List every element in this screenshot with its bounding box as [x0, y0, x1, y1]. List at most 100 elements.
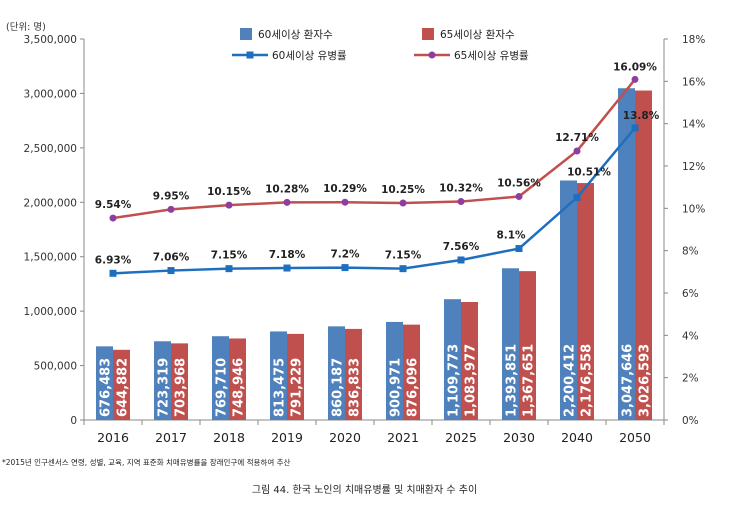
- bar-60plus: [212, 336, 229, 420]
- marker-60plus-rate: [515, 245, 523, 253]
- legend-marker: [246, 51, 254, 59]
- rate-65plus-label: 16.09%: [613, 61, 657, 73]
- rate-60plus-label: 7.2%: [330, 249, 360, 261]
- bar-60plus: [386, 321, 403, 420]
- bar-60plus-label: 900,971: [389, 358, 404, 417]
- rate-60plus-label: 6.93%: [95, 254, 132, 266]
- right-axis-tick-label: 4%: [682, 330, 699, 342]
- bar-65plus-label: 2,176,558: [580, 344, 595, 417]
- marker-60plus-rate: [457, 256, 465, 264]
- dementia-chart: 0 500,000 1,000,000 1,500,000 2,000,000 2,500…: [6, 21, 705, 445]
- rate-60plus-label: 7.56%: [443, 241, 480, 253]
- left-axis-tick-label: 1,500,000: [24, 252, 77, 264]
- bar-60plus-label: 769,710: [215, 358, 230, 417]
- bar-65plus: [519, 271, 536, 420]
- rate-60plus-label: 7.06%: [153, 252, 190, 264]
- marker-65plus-rate: [225, 201, 233, 209]
- x-axis-tick-label: 2030: [503, 430, 535, 445]
- rate-65plus-label: 10.15%: [207, 186, 251, 198]
- bar-65plus-label: 3,026,593: [638, 344, 653, 417]
- x-axis-tick-label: 2018: [213, 430, 245, 445]
- rate-60plus-label: 7.15%: [211, 250, 248, 262]
- bar-60plus: [560, 180, 577, 420]
- legend-label: 60세이상 환자수: [258, 29, 333, 41]
- rate-65plus-label: 10.32%: [439, 183, 483, 195]
- marker-60plus-rate: [283, 264, 291, 272]
- bar-65plus: [577, 183, 594, 420]
- bar-60plus-label: 1,393,851: [505, 344, 520, 417]
- bar-60plus-label: 3,047,646: [621, 344, 636, 417]
- bar-65plus: [635, 90, 652, 420]
- rate-60plus-label: 8.1%: [496, 230, 526, 242]
- rate-60plus-label: 13.8%: [623, 110, 660, 122]
- left-axis-tick-label: 3,500,000: [24, 34, 77, 46]
- left-axis-tick-label: 0: [70, 415, 77, 427]
- marker-60plus-rate: [225, 265, 233, 273]
- x-axis-tick-label: 2019: [271, 430, 303, 445]
- bar-65plus: [229, 338, 246, 420]
- marker-65plus-rate: [399, 199, 407, 207]
- x-axis-tick-label: 2025: [445, 430, 477, 445]
- rate-65plus-label: 12.71%: [555, 132, 599, 144]
- bar-60plus: [154, 341, 171, 420]
- right-axis-tick-label: 2%: [682, 373, 699, 385]
- bar-60plus-label: 1,109,773: [447, 344, 462, 417]
- marker-60plus-rate: [109, 269, 117, 277]
- bar-60plus-label: 723,319: [157, 358, 172, 417]
- bar-65plus: [171, 343, 188, 420]
- bar-60plus: [444, 299, 461, 420]
- rate-65plus-label: 9.54%: [95, 199, 132, 211]
- marker-60plus-rate: [341, 264, 349, 272]
- legend-label: 65세이상 유병률: [454, 50, 529, 62]
- bar-60plus-label: 2,200,412: [563, 344, 578, 417]
- marker-65plus-rate: [283, 198, 291, 206]
- marker-65plus-rate: [167, 205, 175, 213]
- bar-65plus-label: 644,882: [116, 358, 131, 417]
- marker-65plus-rate: [341, 198, 349, 206]
- legend-marker: [428, 51, 436, 59]
- line-60plus-rate: [112, 127, 636, 275]
- bar-60plus: [270, 331, 287, 420]
- right-axis-tick-label: 8%: [682, 246, 699, 258]
- marker-65plus-rate: [573, 147, 581, 155]
- bar-60plus: [96, 346, 113, 420]
- rate-60plus-label: 7.15%: [385, 250, 422, 262]
- bar-60plus-label: 860,187: [331, 358, 346, 417]
- left-axis-tick-label: 1,000,000: [24, 306, 77, 318]
- right-axis-tick-label: 6%: [682, 288, 699, 300]
- rate-65plus-label: 10.29%: [323, 183, 367, 195]
- bar-65plus: [403, 324, 420, 420]
- bar-60plus-label: 676,483: [99, 358, 114, 417]
- marker-65plus-rate: [457, 198, 465, 206]
- legend-label: 65세이상 환자수: [440, 29, 515, 41]
- bar-60plus-label: 813,475: [273, 358, 288, 417]
- legend-swatch: [422, 28, 434, 40]
- left-axis-tick-label: 3,000,000: [24, 88, 77, 100]
- bar-65plus-label: 748,946: [232, 358, 247, 417]
- right-axis-tick-label: 10%: [682, 203, 705, 215]
- bar-65plus-label: 876,096: [406, 358, 421, 417]
- bar-65plus-label: 1,083,977: [464, 344, 479, 417]
- marker-65plus-rate: [109, 214, 117, 222]
- legend-swatch: [240, 28, 252, 40]
- marker-65plus-rate: [515, 192, 523, 200]
- legend-label: 60세이상 유병률: [272, 50, 347, 62]
- marker-60plus-rate: [631, 124, 639, 132]
- x-axis-tick-label: 2020: [329, 430, 361, 445]
- x-axis-tick-label: 2017: [155, 430, 187, 445]
- bar-65plus-label: 836,833: [348, 358, 363, 417]
- bar-60plus: [618, 88, 635, 420]
- right-axis-tick-label: 0%: [682, 415, 699, 427]
- footnote: *2015년 인구센서스 연령, 성별, 교육, 지역 표준화 치매유병률을 장…: [2, 458, 291, 467]
- left-axis-tick-label: 500,000: [34, 361, 77, 373]
- x-axis-tick-label: 2021: [387, 430, 419, 445]
- x-axis-tick-label: 2016: [97, 430, 129, 445]
- figure-caption: 그림 44. 한국 노인의 치매유병률 및 치매환자 수 추이: [251, 485, 478, 496]
- marker-60plus-rate: [573, 194, 581, 202]
- bar-65plus-label: 1,367,651: [522, 344, 537, 417]
- bar-65plus: [345, 328, 362, 420]
- rate-60plus-label: 7.18%: [269, 249, 306, 261]
- left-axis-tick-label: 2,000,000: [24, 197, 77, 209]
- rate-60plus-label: 10.51%: [567, 167, 611, 179]
- rate-65plus-label: 10.56%: [497, 177, 541, 189]
